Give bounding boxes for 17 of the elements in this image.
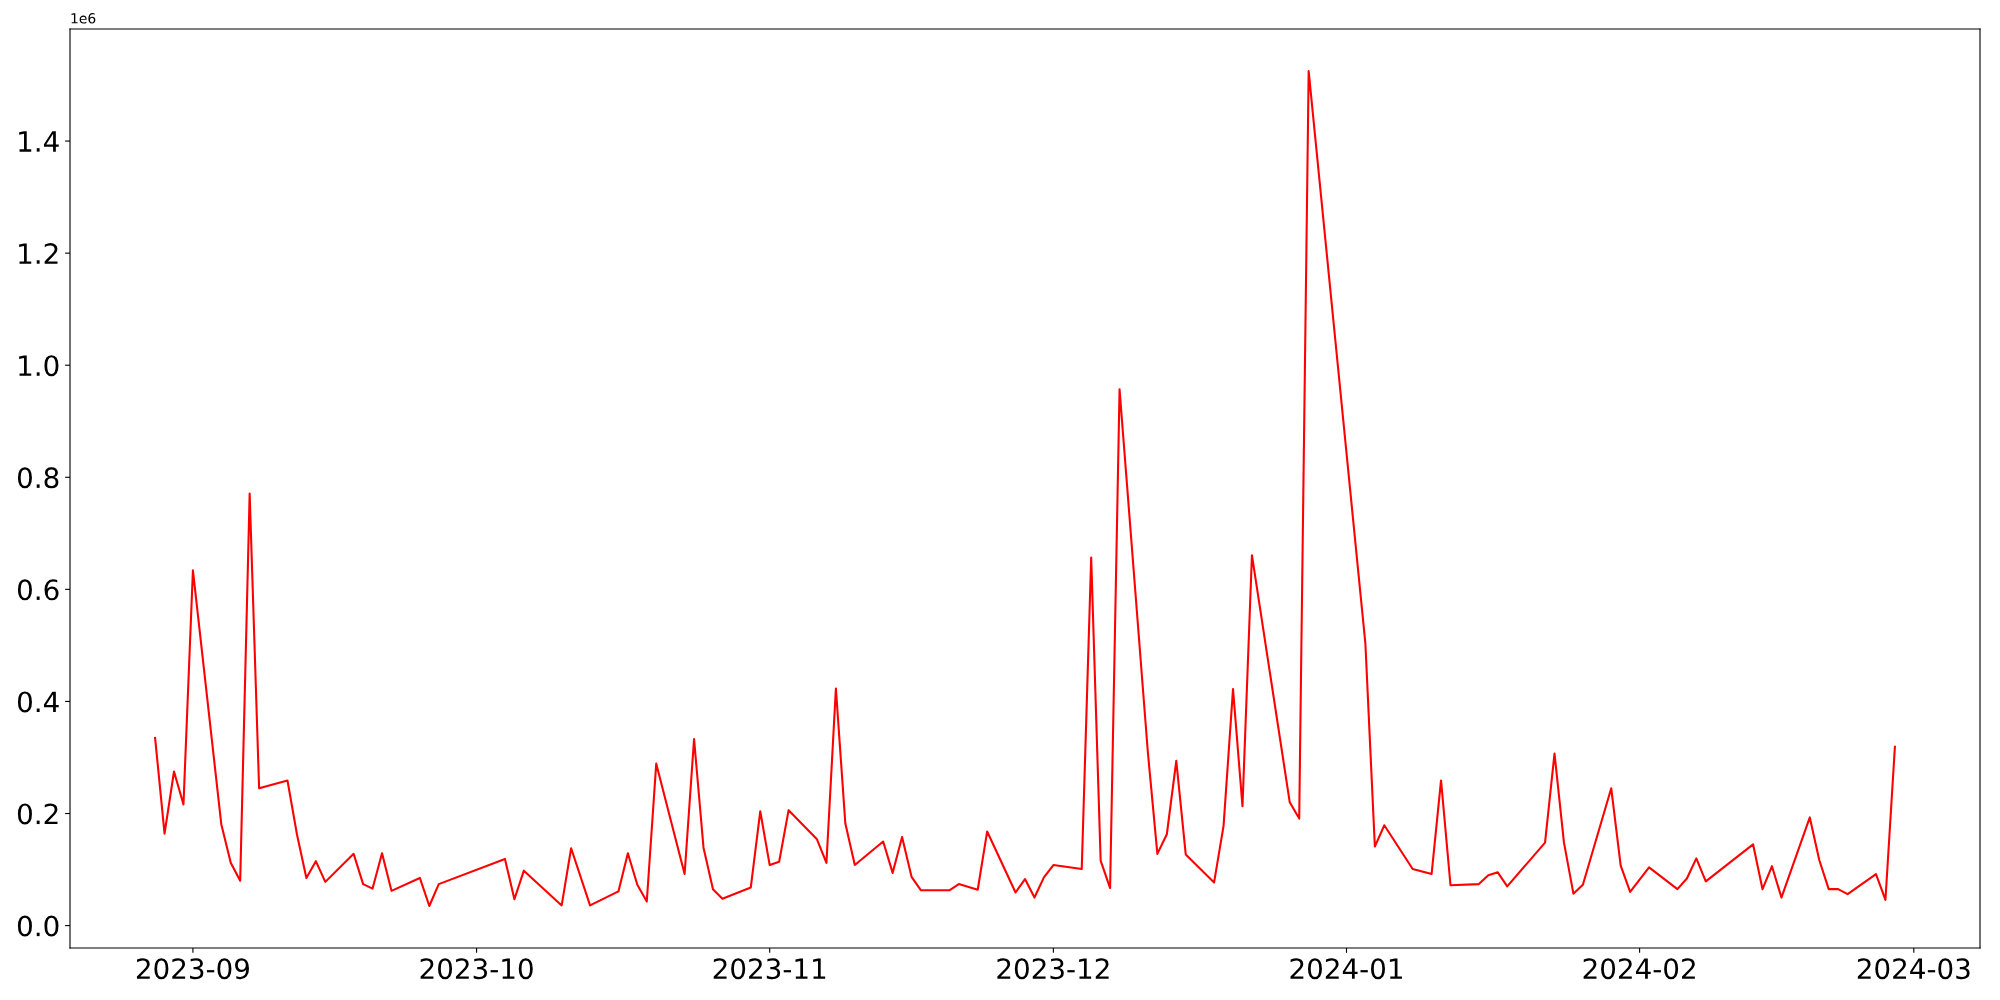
x-tick-label: 2023-10 (420, 958, 533, 980)
y-tick-label: 0.2 (17, 803, 58, 825)
y-tick-label: 1.0 (19, 355, 59, 377)
x-tick-label: 2024-03 (1857, 958, 1970, 980)
x-tick-label: 2023-09 (136, 958, 249, 980)
y-tick-label: 0.0 (17, 915, 59, 937)
y-tick-label: 1.2 (19, 243, 58, 264)
y-tick-label: 0.4 (17, 691, 59, 713)
x-tick-label: 2023-11 (713, 958, 826, 980)
x-tick-label: 2023-12 (997, 958, 1109, 980)
line-series (154, 69, 1896, 908)
y-tick-label: 0.6 (17, 579, 59, 601)
text: 1e6 (71, 13, 96, 24)
x-tick-label: 2024-02 (1583, 958, 1695, 980)
x-tick-label: 2024-01 (1290, 958, 1402, 980)
y-tick-label: 1.4 (19, 131, 59, 152)
y-tick-label: 0.8 (17, 467, 59, 489)
